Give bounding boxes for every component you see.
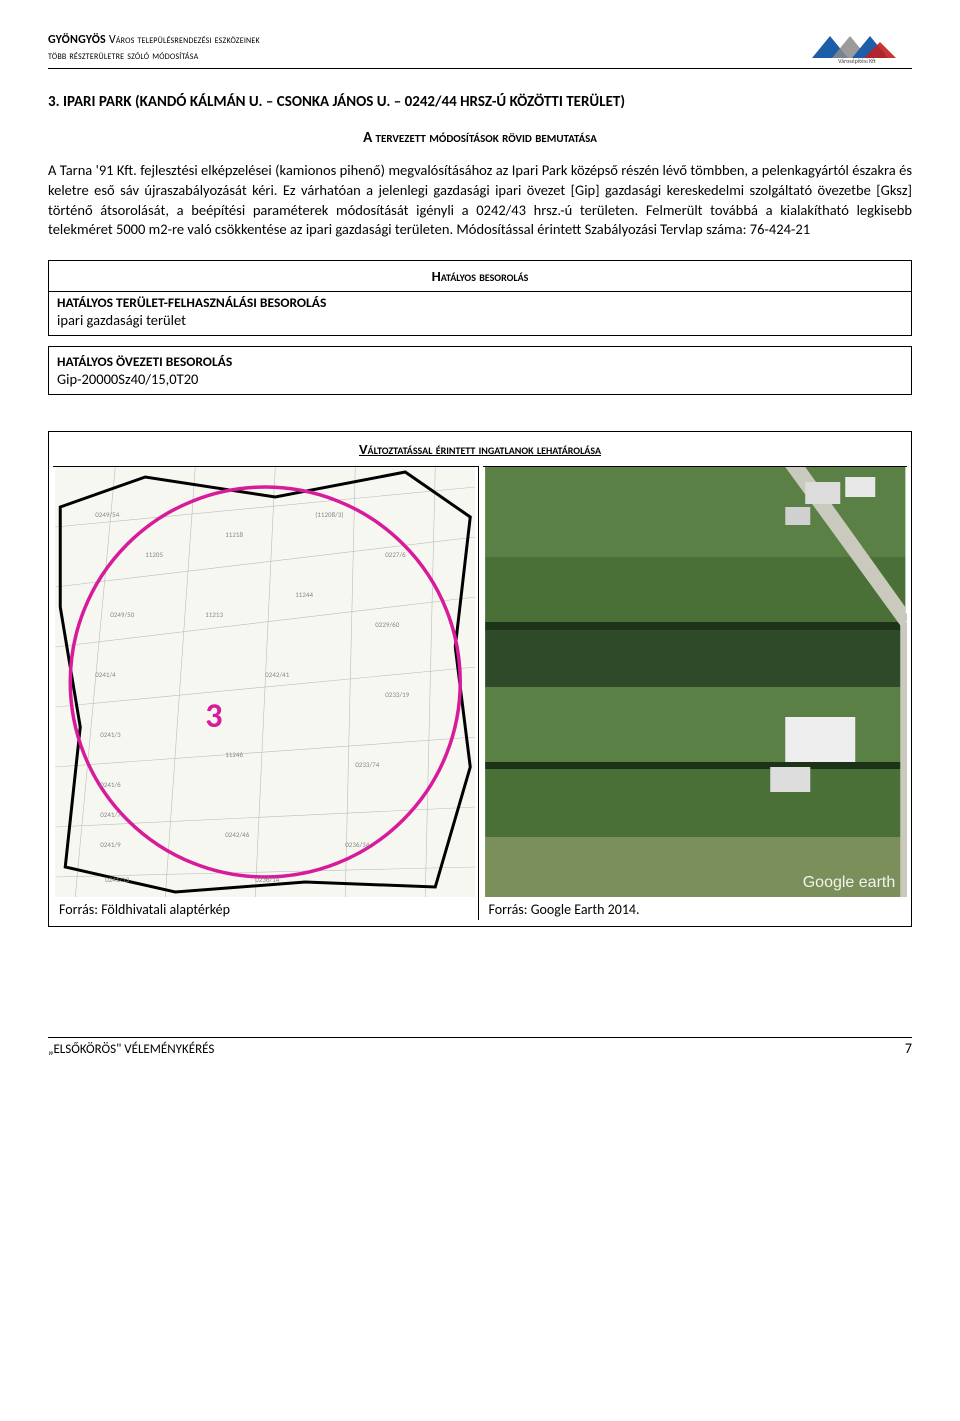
- parcel-images-section: Változtatással érintett ingatlanok lehat…: [48, 431, 912, 927]
- section-subtitle: A tervezett módosítások rövid bemutatása: [48, 129, 912, 147]
- svg-text:0241/6: 0241/6: [100, 780, 121, 789]
- svg-text:0233/19: 0233/19: [385, 690, 409, 699]
- svg-text:0242/41: 0242/41: [265, 670, 289, 679]
- svg-text:0241/9: 0241/9: [100, 840, 121, 849]
- header-line2: több részterületre szóló módosítása: [48, 48, 260, 64]
- svg-text:0249/54: 0249/54: [95, 510, 119, 519]
- zone-classification-box: HATÁLYOS ÖVEZETI BESOROLÁS Gip-20000Sz40…: [48, 346, 912, 395]
- cadastral-map-cell: 3 0249/54 11205 11218 (11208/3) 0227/6 0…: [53, 466, 479, 920]
- svg-text:0249/50: 0249/50: [110, 610, 134, 619]
- satellite-map-cell: Google earth Forrás: Google Earth 2014.: [483, 466, 908, 920]
- svg-text:11205: 11205: [145, 550, 163, 559]
- svg-text:0241/7: 0241/7: [100, 810, 121, 819]
- satellite-map: Google earth: [483, 467, 908, 897]
- svg-text:0227/6: 0227/6: [385, 550, 406, 559]
- footer-left: „ELSŐKÖRÖS" VÉLEMÉNYKÉRÉS: [48, 1042, 214, 1057]
- header-city: GYÖNGYÖS: [48, 33, 106, 47]
- page-footer: „ELSŐKÖRÖS" VÉLEMÉNYKÉRÉS 7: [48, 1037, 912, 1057]
- box1-value: ipari gazdasági terület: [49, 311, 911, 335]
- svg-text:0236/34: 0236/34: [345, 840, 369, 849]
- classification-box-current: Hatályos besorolás HATÁLYOS TERÜLET-FELH…: [48, 260, 912, 336]
- svg-text:0229/60: 0229/60: [375, 620, 399, 629]
- header-line1-rest: Város településrendezési eszközeinek: [106, 33, 260, 47]
- cadastral-map: 3 0249/54 11205 11218 (11208/3) 0227/6 0…: [53, 467, 478, 897]
- svg-text:(11208/3): (11208/3): [315, 510, 343, 519]
- images-heading: Változtatással érintett ingatlanok lehat…: [53, 436, 907, 466]
- svg-text:11246: 11246: [225, 750, 243, 759]
- header-text: GYÖNGYÖS Város településrendezési eszköz…: [48, 32, 260, 64]
- circle-label: 3: [205, 696, 222, 737]
- svg-text:11218: 11218: [225, 530, 243, 539]
- google-earth-watermark: Google earth: [802, 874, 895, 891]
- box2-value: Gip-20000Sz40/15,0T20: [49, 370, 911, 394]
- document-header: GYÖNGYÖS Város településrendezési eszköz…: [48, 32, 912, 69]
- page-number: 7: [905, 1040, 912, 1057]
- logo-caption: Városépítési Kft: [838, 57, 876, 64]
- box1-heading: Hatályos besorolás: [49, 261, 911, 289]
- cadastral-caption: Forrás: Földhivatali alaptérkép: [53, 897, 478, 920]
- box1-label: HATÁLYOS TERÜLET-FELHASZNÁLÁSI BESOROLÁS: [49, 292, 911, 311]
- svg-text:0241/13: 0241/13: [105, 875, 129, 884]
- svg-text:0233/74: 0233/74: [355, 760, 379, 769]
- svg-text:0236/14: 0236/14: [255, 875, 279, 884]
- satellite-caption: Forrás: Google Earth 2014.: [483, 897, 908, 920]
- intro-paragraph: A Tarna '91 Kft. fejlesztési elképzelése…: [48, 161, 912, 239]
- svg-text:11244: 11244: [295, 590, 313, 599]
- box2-label: HATÁLYOS ÖVEZETI BESOROLÁS: [49, 347, 911, 370]
- svg-text:0241/4: 0241/4: [95, 670, 116, 679]
- company-logo: Városépítési Kft: [802, 32, 912, 64]
- svg-text:0241/3: 0241/3: [100, 730, 121, 739]
- svg-text:11213: 11213: [205, 610, 223, 619]
- section-title: 3. IPARI PARK (KANDÓ KÁLMÁN U. – CSONKA …: [48, 93, 912, 111]
- svg-text:0242/46: 0242/46: [225, 830, 249, 839]
